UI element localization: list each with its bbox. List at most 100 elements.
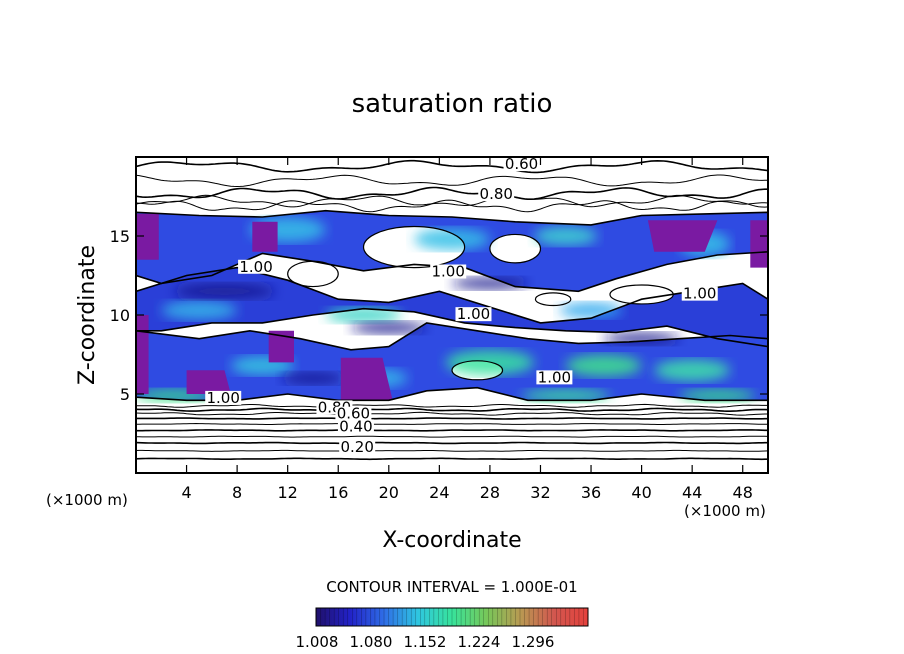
saturation-patch	[521, 389, 610, 402]
x-tick-label: 28	[480, 483, 500, 502]
contour-label-bg	[339, 439, 376, 454]
colorbar-tick-label: 1.152	[404, 633, 447, 651]
chart-title: saturation ratio	[352, 89, 553, 119]
cloud-band	[136, 267, 768, 347]
y-tick-label: 10	[110, 306, 130, 325]
contour-label: 0.60	[337, 405, 370, 423]
contour-line	[136, 422, 768, 425]
contour-label: 1.00	[207, 389, 240, 407]
saturation-field	[136, 210, 768, 402]
contour-line	[136, 417, 768, 420]
contour-line	[136, 441, 768, 445]
contour-line	[136, 186, 768, 200]
saturation-core	[452, 277, 528, 290]
contour-line-1.00	[136, 266, 768, 348]
colorbar-ticks: 1.008 1.080 1.152 1.224 1.296	[296, 608, 589, 651]
x-tick-label: 36	[581, 483, 601, 502]
supersaturated-region	[647, 220, 718, 252]
contour-line-1.00	[609, 284, 674, 305]
x-tick-label: 48	[733, 483, 753, 502]
contour-line-1.00	[489, 233, 542, 264]
x-tick-label: 20	[379, 483, 399, 502]
contour-line	[136, 449, 768, 452]
x-tick-label: 8	[232, 483, 242, 502]
supersaturated-region	[750, 220, 768, 268]
x-axis-ticks: 4 8 12 16 20 24 28 32 36 40 44 48	[181, 157, 753, 502]
contour-line-1.00	[136, 209, 768, 293]
contour-line-1.00	[534, 292, 572, 307]
contour-label: 0.20	[340, 438, 373, 456]
contour-label-bg	[335, 406, 372, 421]
colorbar-tick-label: 1.224	[458, 633, 501, 651]
contour-label-bg	[205, 390, 242, 405]
x-unit-label: (×1000 m)	[684, 502, 766, 520]
supersaturated-region	[340, 357, 393, 401]
y-axis-ticks: 5 10 15	[110, 227, 768, 404]
saturation-patch	[559, 302, 623, 319]
contour-line	[136, 199, 768, 213]
contour-label-bg	[681, 286, 718, 301]
saturation-patch	[161, 300, 238, 320]
saturation-patch	[654, 359, 731, 382]
saturation-core	[350, 321, 427, 334]
x-tick-label: 24	[429, 483, 449, 502]
contour-label: 1.00	[432, 263, 465, 281]
y-axis-label: Z-coordinate	[75, 245, 100, 385]
x-tick-label: 40	[631, 483, 651, 502]
clear-region	[535, 292, 571, 306]
clear-region	[287, 261, 339, 287]
contour-label: 1.00	[239, 258, 272, 276]
contour-label: 0.60	[505, 155, 538, 173]
contour-interval-label: CONTOUR INTERVAL = 1.000E-01	[326, 578, 577, 596]
contour-line-1.00	[362, 225, 466, 269]
colorbar-tick-label: 1.296	[512, 633, 555, 651]
contour-label-bg	[430, 264, 467, 279]
contour-line	[136, 429, 768, 432]
contour-label-bg	[455, 307, 492, 322]
supersaturated-region	[252, 221, 278, 252]
contour-label: 0.40	[339, 417, 372, 435]
contour-line	[136, 457, 768, 461]
contour-label-bg	[503, 157, 540, 172]
colorbar-tick-label: 1.080	[350, 633, 393, 651]
contour-label: 1.00	[538, 368, 571, 386]
contour-label: 1.00	[457, 305, 490, 323]
x-tick-label: 12	[278, 483, 298, 502]
contour-line	[136, 407, 768, 412]
contour-line	[136, 174, 768, 188]
contour-label-bg	[478, 187, 515, 202]
contour-line-1.00	[136, 322, 768, 402]
x-axis-label: X-coordinate	[382, 528, 521, 553]
contour-label: 0.80	[480, 185, 513, 203]
clear-region	[610, 284, 674, 304]
clear-region	[489, 234, 541, 263]
contour-labels: 0.600.801.00 1.001.001.001.001.000.800.60…	[205, 155, 718, 456]
contour-line	[136, 194, 768, 208]
x-tick-label: 4	[181, 483, 191, 502]
y-tick-label: 5	[120, 385, 130, 404]
x-tick-label: 44	[682, 483, 702, 502]
contour-label-bg	[238, 259, 275, 274]
colorbar-tick-label: 1.008	[296, 633, 339, 651]
contour-label: 1.00	[683, 285, 716, 303]
saturation-core	[173, 283, 276, 300]
saturation-patch	[414, 228, 490, 251]
contour-line	[136, 411, 768, 416]
supersaturated-region	[136, 213, 159, 260]
contour-line	[136, 435, 768, 438]
supersaturated-region	[186, 370, 231, 394]
saturation-patch	[679, 389, 756, 402]
saturation-core	[281, 371, 345, 385]
saturation-patch	[565, 354, 642, 377]
y-unit-label: (×1000 m)	[46, 491, 128, 509]
supersaturated-region	[268, 330, 294, 363]
contour-lines	[136, 159, 768, 461]
supersaturated-region	[136, 315, 149, 394]
contour-line	[136, 159, 768, 174]
x-tick-label: 16	[328, 483, 348, 502]
y-tick-label: 15	[110, 227, 130, 246]
saturation-patch	[534, 226, 598, 246]
contour-label-bg	[536, 370, 573, 385]
contour-line	[136, 403, 768, 408]
